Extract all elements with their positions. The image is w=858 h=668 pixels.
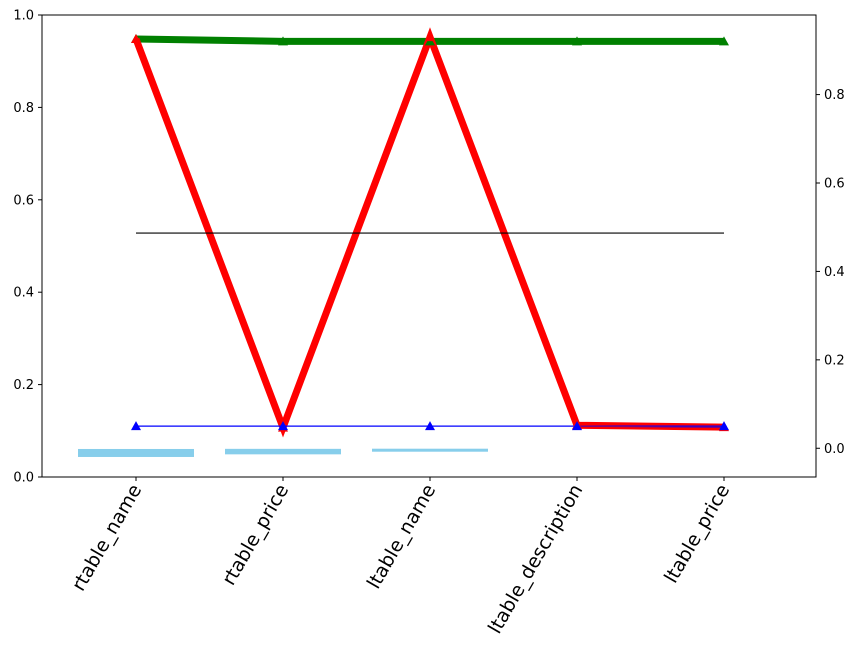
series-0-point-ltable_description: [572, 36, 582, 46]
series-0-point-ltable_price: [719, 36, 729, 46]
left-y-axis: 0.0 0.2 0.4 0.6 0.8 1.0: [13, 9, 42, 486]
right-tick-label-0.0: 0.0: [824, 442, 845, 457]
markers-layer: [131, 32, 729, 432]
bar-ltable_name: [372, 448, 488, 452]
x-tick-label-rtable_name: rtable_name: [68, 481, 147, 595]
left-tick-label-0.6: 0.6: [13, 193, 34, 208]
bar-rtable_name: [78, 448, 194, 457]
bars-layer: [78, 448, 488, 457]
left-tick-label-0.2: 0.2: [13, 378, 34, 393]
series-3-point-rtable_name: [131, 421, 141, 431]
lines-layer: [132, 27, 725, 438]
plot-frame: [41, 14, 817, 478]
series-1-point-ltable_name: [425, 32, 435, 42]
series-3-point-ltable_description: [572, 421, 582, 431]
x-tick-label-rtable_price: rtable_price: [218, 481, 293, 590]
right-tick-label-0.2: 0.2: [824, 353, 845, 368]
left-tick-label-0.4: 0.4: [13, 286, 34, 301]
x-tick-label-ltable_description: ltable_description: [484, 481, 587, 638]
bar-rtable_price: [225, 448, 341, 455]
right-tick-label-0.8: 0.8: [824, 88, 845, 103]
series-line-1: [132, 27, 725, 438]
series-3-point-ltable_price: [719, 421, 729, 431]
x-tick-label-ltable_price: ltable_price: [660, 481, 734, 587]
right-tick-label-0.6: 0.6: [824, 177, 845, 192]
left-tick-label-1.0: 1.0: [13, 9, 34, 24]
series-line-4: [576, 425, 725, 429]
x-axis: rtable_name rtable_price ltable_name ltable…: [68, 477, 734, 638]
left-tick-label-0.0: 0.0: [13, 471, 34, 486]
series-1-point-rtable_name: [131, 34, 141, 44]
left-tick-label-0.8: 0.8: [13, 101, 34, 116]
series-3-point-ltable_name: [425, 421, 435, 431]
right-tick-label-0.4: 0.4: [824, 265, 845, 280]
right-y-axis: 0.0 0.2 0.4 0.6 0.8: [816, 88, 845, 457]
series-3-point-rtable_price: [278, 421, 288, 431]
series-0-point-rtable_price: [278, 36, 288, 46]
x-tick-label-ltable_name: ltable_name: [363, 481, 440, 593]
